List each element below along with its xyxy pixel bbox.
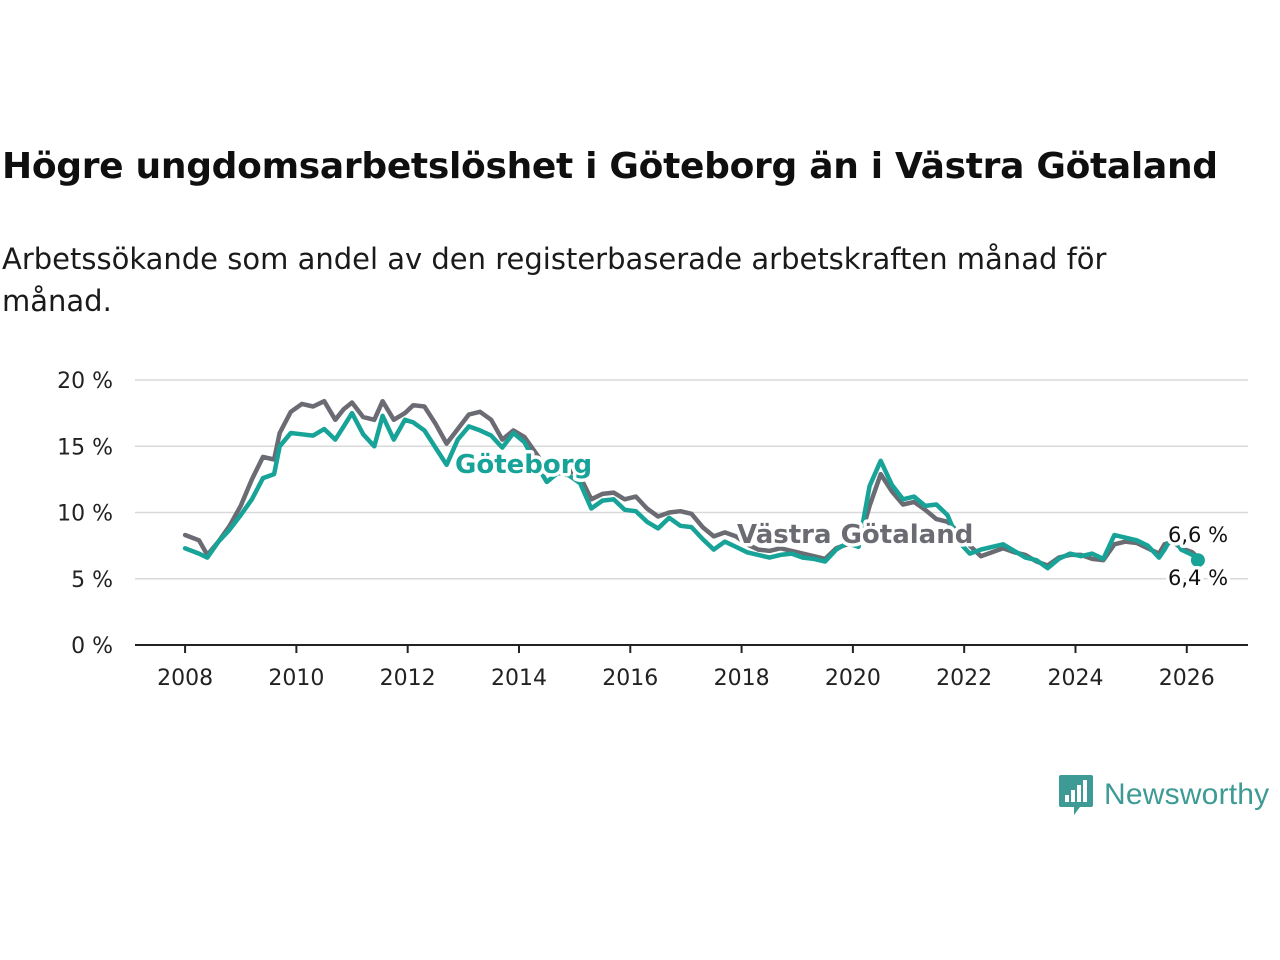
end-value-goteborg: 6,4 %: [1168, 566, 1228, 590]
y-tick-label: 15 %: [57, 435, 113, 460]
series-label-goteborg: Göteborg: [455, 450, 592, 480]
y-tick-label: 0 %: [71, 634, 113, 659]
end-value-vastra-gotaland: 6,6 %: [1168, 523, 1228, 547]
brand-name: Newsworthy: [1104, 778, 1270, 811]
label-layer: Göteborg Västra Götaland 6,6 % 6,4 %: [452, 447, 1232, 594]
end-marker-goteborg: [1190, 553, 1205, 568]
axis-layer: 0 % 5 % 10 % 15 % 20 % 2008 2010 2012 2014 2016 20…: [57, 369, 1248, 691]
line-chart: 0 % 5 % 10 % 15 % 20 % 2008 2010 2012 2014 2016 20…: [57, 369, 1248, 691]
newsworthy-chart-icon: [1059, 775, 1093, 815]
x-tick-label: 2016: [602, 666, 658, 691]
x-tick-label: 2008: [157, 666, 213, 691]
y-tick-label: 5 %: [71, 568, 113, 593]
x-tick-label: 2014: [491, 666, 547, 691]
x-tick-label: 2026: [1159, 666, 1215, 691]
grid-layer: [135, 379, 1248, 580]
series-layer: [182, 398, 1205, 571]
x-tick-label: 2024: [1047, 666, 1103, 691]
chart-title: Högre ungdomsarbetslöshet i Göteborg än …: [2, 146, 1218, 187]
x-tick-label: 2018: [714, 666, 770, 691]
y-tick-label: 20 %: [57, 369, 113, 394]
newsworthy-logo[interactable]: Newsworthy: [1058, 772, 1269, 818]
series-line-vastra-gotaland: [182, 398, 1201, 568]
x-tick-label: 2012: [380, 666, 436, 691]
y-tick-label: 10 %: [57, 502, 113, 527]
series-label-vastra-gotaland: Västra Götaland: [737, 520, 973, 550]
x-tick-label: 2020: [825, 666, 881, 691]
x-tick-label: 2022: [936, 666, 992, 691]
x-tick-label: 2010: [268, 666, 324, 691]
series-line-goteborg: [182, 410, 1201, 571]
chart-subtitle: Arbetssökande som andel av den registerb…: [2, 242, 1107, 318]
